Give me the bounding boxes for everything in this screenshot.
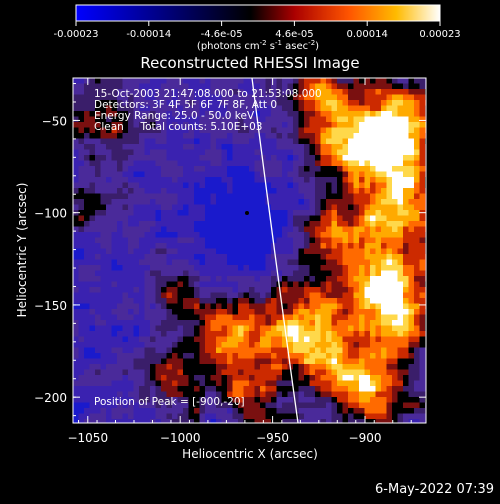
plot-title: Reconstructed RHESSI Image [140,54,359,72]
y-tick-label: −200 [34,391,67,405]
colorbar-tick-label: -0.00023 [54,29,99,40]
colorbar-tick-label: -4.6e-05 [201,29,243,40]
annotation-clean-counts: Clean Total counts: 5.10E+03 [94,121,263,133]
x-tick-label: −950 [256,431,289,445]
colorbar-tick-label: 4.6e-05 [275,29,313,40]
y-tick-label: −100 [34,207,67,221]
annotation-energy-range: Energy Range: 25.0 - 50.0 keV [94,110,255,122]
y-axis-label: Heliocentric Y (arcsec) [15,183,29,318]
solar-limb-line [251,78,299,423]
peak-position-label: Position of Peak = [-900,-20] [94,396,245,408]
rhessi-pixel-map [73,78,426,423]
colorbar [75,4,441,22]
x-tick-label: −1000 [160,431,201,445]
plot-frame [72,77,427,424]
y-tick-label: −150 [34,299,67,313]
colorbar-tick-label: -0.00014 [126,29,171,40]
colorbar-tick-label: 0.00014 [347,29,388,40]
annotation-time-range: 15-Oct-2003 21:47:08.000 to 21:53:08.000 [94,88,322,100]
colorbar-unit-label: (photons cm-2 s-1 asec-2) [197,39,319,52]
axes-ticks: −1050 −1000 −950 −900 −50 −100 −150 −200 [34,78,426,445]
x-tick-label: −900 [349,431,382,445]
x-axis-label: Heliocentric X (arcsec) [182,447,318,461]
x-tick-label: −1050 [67,431,108,445]
colorbar-tick-label: 0.00023 [419,29,460,40]
annotation-detectors: Detectors: 3F 4F 5F 6F 7F 8F, Att 0 [94,99,278,111]
footer-date: 6-May-2022 07:39 [375,482,494,497]
peak-marker [245,211,249,215]
colorbar-ticks: -0.00023 -0.00014 -4.6e-05 4.6e-05 0.00014 0.… [54,21,461,40]
y-tick-label: −50 [42,114,67,128]
